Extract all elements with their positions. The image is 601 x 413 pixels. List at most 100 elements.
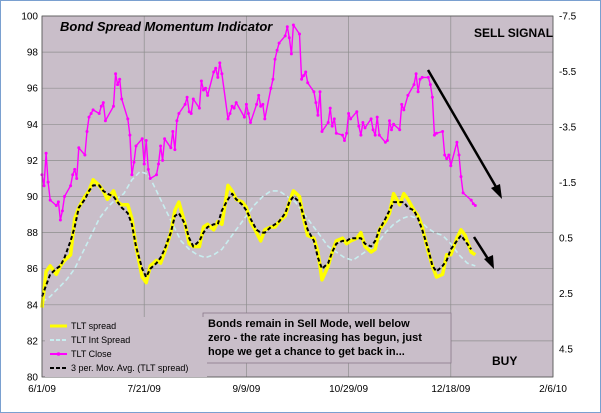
- data-point: [214, 66, 218, 70]
- data-point: [112, 104, 115, 108]
- y-left-tick-label: 88: [27, 228, 39, 239]
- data-point: [60, 209, 64, 213]
- y-left-tick-label: 84: [27, 300, 39, 311]
- data-point: [155, 173, 158, 177]
- annotation-box: Bonds remain in Sell Mode, well below ze…: [202, 312, 452, 364]
- x-tick-label: 10/29/09: [329, 384, 368, 395]
- data-point: [226, 117, 230, 121]
- legend: TLT spread TLT Int Spread TLT Close 3 pe…: [45, 317, 207, 377]
- data-point: [75, 177, 79, 180]
- chart-title: Bond Spread Momentum Indicator: [60, 19, 273, 34]
- data-point: [383, 140, 387, 144]
- buy-label: BUY: [492, 354, 517, 368]
- data-point: [163, 137, 167, 141]
- data-point: [469, 198, 473, 202]
- data-point: [56, 200, 60, 204]
- y-left-tick-label: 98: [27, 48, 39, 59]
- plot-border: [41, 15, 554, 378]
- data-point: [402, 108, 406, 112]
- data-point: [420, 75, 424, 79]
- y-right-tick-label: 0.5: [559, 234, 573, 245]
- data-point: [89, 112, 93, 115]
- data-point: [461, 191, 465, 195]
- data-point: [359, 133, 363, 137]
- data-point: [44, 151, 48, 155]
- data-point: [432, 133, 436, 137]
- data-point: [97, 112, 101, 115]
- legend-marker: [56, 352, 61, 356]
- data-point: [212, 70, 216, 74]
- y-right-tick-label: 2.5: [559, 289, 573, 300]
- data-point: [71, 173, 75, 177]
- data-point: [430, 95, 434, 99]
- data-point: [441, 130, 445, 133]
- data-point: [175, 119, 179, 123]
- data-point: [58, 218, 62, 222]
- data-point: [355, 110, 359, 114]
- data-point: [249, 121, 252, 124]
- data-point: [232, 106, 236, 110]
- y-left-tick-label: 100: [21, 12, 38, 23]
- data-point: [118, 77, 122, 81]
- x-tick-label: 12/18/09: [431, 384, 470, 395]
- data-point: [457, 153, 461, 157]
- y-right-tick-label: -7.5: [559, 12, 577, 23]
- data-point: [116, 83, 120, 87]
- data-point: [291, 23, 295, 27]
- data-point: [385, 139, 389, 142]
- data-point: [363, 126, 367, 130]
- data-point: [187, 110, 191, 114]
- annotation-line: Bonds remain in Sell Mode, well below: [208, 318, 410, 330]
- legend-box: [45, 317, 207, 377]
- data-point: [140, 137, 144, 141]
- data-point: [287, 36, 291, 40]
- data-point: [204, 86, 207, 90]
- data-point: [390, 128, 393, 132]
- data-point: [449, 164, 453, 168]
- annotation-line: hope we get a chance to get back in...: [208, 346, 405, 358]
- sell-signal-label: SELL SIGNAL: [474, 26, 553, 40]
- data-point: [361, 121, 365, 124]
- data-point: [234, 101, 238, 105]
- data-point: [326, 121, 330, 124]
- data-point: [273, 57, 277, 61]
- data-point: [142, 162, 146, 166]
- x-tick-label: 7/21/09: [128, 384, 162, 395]
- data-point: [228, 112, 232, 115]
- data-point: [455, 140, 459, 144]
- data-point: [244, 102, 248, 106]
- data-point: [289, 52, 293, 56]
- data-point: [283, 34, 287, 38]
- data-point: [343, 139, 346, 142]
- data-point: [199, 79, 203, 83]
- x-tick-label: 2/6/10: [539, 384, 567, 395]
- data-point: [242, 115, 246, 119]
- y-left-tick-label: 94: [27, 120, 39, 131]
- data-point: [341, 133, 344, 137]
- data-point: [316, 113, 320, 117]
- data-point: [418, 77, 422, 81]
- data-point: [406, 93, 410, 97]
- data-point: [91, 108, 95, 112]
- data-point: [216, 75, 220, 79]
- data-point: [285, 25, 289, 29]
- data-point: [345, 131, 349, 135]
- data-point: [191, 97, 195, 101]
- data-point: [126, 117, 130, 121]
- y-left-tick-label: 82: [27, 336, 39, 347]
- data-point: [400, 102, 404, 106]
- data-point: [447, 153, 451, 157]
- data-point: [332, 117, 336, 121]
- data-point: [314, 101, 318, 105]
- data-point: [375, 115, 379, 119]
- series-line-tlt-int-spread: [41, 170, 476, 303]
- legend-label: TLT Close: [71, 349, 112, 359]
- legend-item: TLT Int Spread: [50, 335, 130, 345]
- data-point: [54, 204, 58, 207]
- data-point: [304, 70, 308, 74]
- annotation-line: zero - the rate increasing has begun, ju…: [208, 332, 422, 344]
- data-point: [257, 93, 261, 97]
- data-point: [369, 117, 373, 121]
- data-point: [230, 104, 234, 108]
